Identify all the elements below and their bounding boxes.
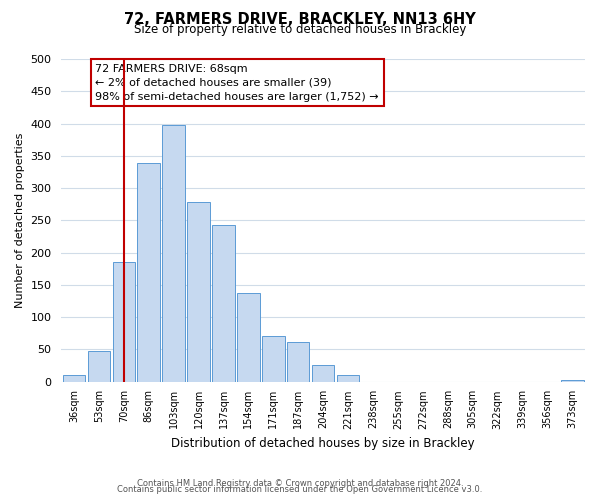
X-axis label: Distribution of detached houses by size in Brackley: Distribution of detached houses by size … <box>172 437 475 450</box>
Bar <box>312 365 334 382</box>
Bar <box>113 262 135 382</box>
Bar <box>62 375 85 382</box>
Bar <box>262 336 284 382</box>
Bar <box>287 342 310 382</box>
Bar <box>562 380 584 382</box>
Bar <box>212 226 235 382</box>
Bar <box>337 375 359 382</box>
Text: Size of property relative to detached houses in Brackley: Size of property relative to detached ho… <box>134 22 466 36</box>
Text: Contains HM Land Registry data © Crown copyright and database right 2024.: Contains HM Land Registry data © Crown c… <box>137 478 463 488</box>
Bar <box>137 164 160 382</box>
Bar <box>88 351 110 382</box>
Y-axis label: Number of detached properties: Number of detached properties <box>15 132 25 308</box>
Text: Contains public sector information licensed under the Open Government Licence v3: Contains public sector information licen… <box>118 485 482 494</box>
Bar <box>163 125 185 382</box>
Text: 72, FARMERS DRIVE, BRACKLEY, NN13 6HY: 72, FARMERS DRIVE, BRACKLEY, NN13 6HY <box>124 12 476 28</box>
Bar <box>237 293 260 382</box>
Text: 72 FARMERS DRIVE: 68sqm
← 2% of detached houses are smaller (39)
98% of semi-det: 72 FARMERS DRIVE: 68sqm ← 2% of detached… <box>95 64 379 102</box>
Bar <box>187 202 210 382</box>
